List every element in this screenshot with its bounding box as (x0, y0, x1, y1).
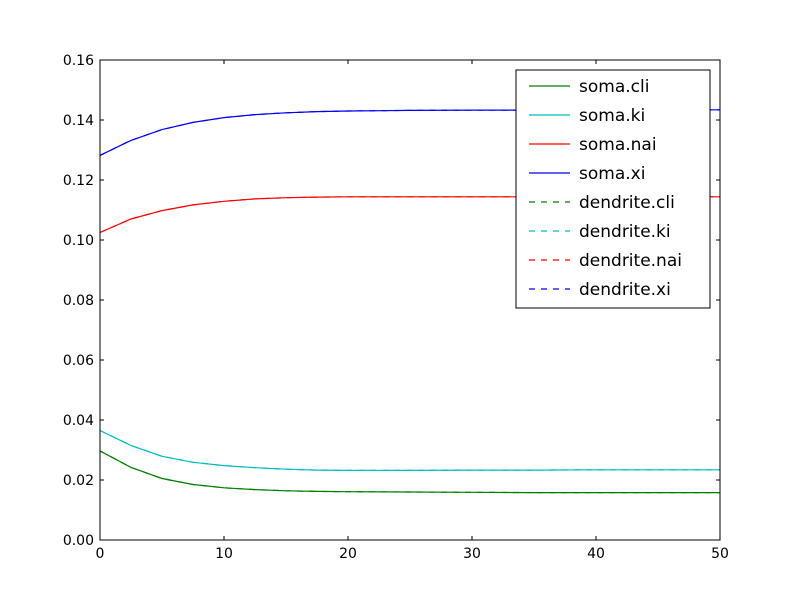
y-tick-label: 0.10 (63, 233, 94, 249)
x-tick-label: 30 (463, 546, 481, 562)
legend-label: dendrite.cli (579, 193, 675, 213)
legend-label: soma.nai (579, 135, 657, 155)
y-tick-label: 0.08 (63, 293, 94, 309)
x-tick-label: 50 (711, 546, 729, 562)
x-tick-label: 40 (587, 546, 605, 562)
y-tick-label: 0.02 (63, 473, 94, 489)
legend-label: dendrite.ki (579, 222, 671, 242)
series-line-dendrite-ki (100, 429, 720, 471)
y-tick-label: 0.14 (63, 113, 94, 129)
legend-label: soma.xi (579, 164, 645, 184)
y-tick-label: 0.06 (63, 353, 94, 369)
legend-label: soma.cli (579, 77, 649, 97)
tick-layer: 0 10 20 30 40 50 0.00 0.02 0.04 0.06 0.08 0.10 0.12 0… (63, 53, 729, 562)
y-tick-label: 0.00 (63, 533, 94, 549)
x-tick-label: 0 (96, 546, 105, 562)
legend-box (515, 69, 711, 309)
y-tick-label: 0.12 (63, 173, 94, 189)
series-line-dendrite-cli (100, 450, 720, 494)
y-tick-label: 0.04 (63, 413, 94, 429)
x-tick-label: 20 (339, 546, 357, 562)
legend-label: soma.ki (579, 106, 645, 126)
x-tick-label: 10 (215, 546, 233, 562)
y-tick-label: 0.16 (63, 53, 94, 69)
legend-label: dendrite.xi (579, 280, 671, 300)
legend-label: dendrite.nai (579, 251, 682, 271)
legend: soma.cli soma.ki soma.nai soma.xi dendrite.c… (515, 69, 711, 309)
series-line-soma-ki (100, 429, 720, 471)
series-line-soma-cli (100, 450, 720, 494)
